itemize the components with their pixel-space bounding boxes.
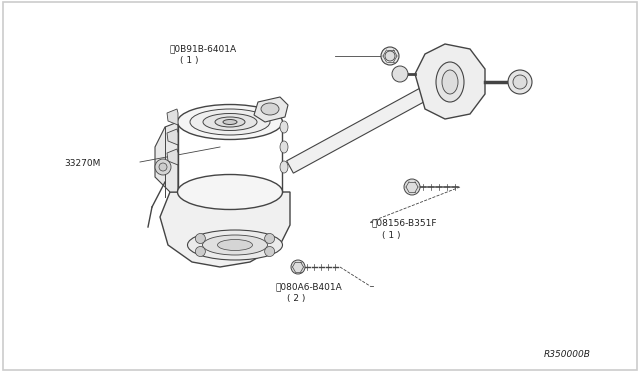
Text: 33270M: 33270M: [64, 159, 100, 168]
Ellipse shape: [280, 141, 288, 153]
Ellipse shape: [218, 240, 253, 250]
Circle shape: [265, 234, 275, 244]
Text: ( 1 ): ( 1 ): [382, 231, 401, 240]
Polygon shape: [287, 71, 458, 173]
Text: ( 1 ): ( 1 ): [180, 56, 199, 65]
Circle shape: [381, 47, 399, 65]
Text: ⓝ0B91B-6401A: ⓝ0B91B-6401A: [170, 44, 237, 53]
Circle shape: [265, 247, 275, 257]
Text: Ⓑ08156-B351F: Ⓑ08156-B351F: [371, 219, 436, 228]
Ellipse shape: [190, 109, 270, 135]
Ellipse shape: [203, 113, 257, 131]
Ellipse shape: [202, 235, 268, 255]
Polygon shape: [167, 109, 178, 125]
Ellipse shape: [261, 103, 279, 115]
Ellipse shape: [436, 62, 464, 102]
Ellipse shape: [280, 161, 288, 173]
Circle shape: [404, 179, 420, 195]
Circle shape: [392, 66, 408, 82]
Polygon shape: [254, 97, 288, 122]
Circle shape: [195, 234, 205, 244]
Ellipse shape: [215, 117, 245, 127]
Ellipse shape: [177, 174, 282, 209]
Text: R350000B: R350000B: [544, 350, 591, 359]
Circle shape: [155, 159, 171, 175]
Ellipse shape: [280, 121, 288, 133]
Polygon shape: [160, 192, 290, 267]
Polygon shape: [167, 149, 178, 165]
Polygon shape: [167, 129, 178, 145]
Ellipse shape: [223, 119, 237, 125]
Text: ( 2 ): ( 2 ): [287, 294, 305, 303]
Circle shape: [195, 247, 205, 257]
Text: Ⓑ080A6-B401A: Ⓑ080A6-B401A: [275, 282, 342, 291]
Polygon shape: [155, 122, 178, 192]
Ellipse shape: [442, 70, 458, 94]
Circle shape: [513, 75, 527, 89]
Circle shape: [508, 70, 532, 94]
Circle shape: [291, 260, 305, 274]
Polygon shape: [415, 44, 485, 119]
Ellipse shape: [177, 105, 282, 140]
Circle shape: [385, 51, 395, 61]
Ellipse shape: [188, 230, 282, 260]
Circle shape: [159, 163, 167, 171]
